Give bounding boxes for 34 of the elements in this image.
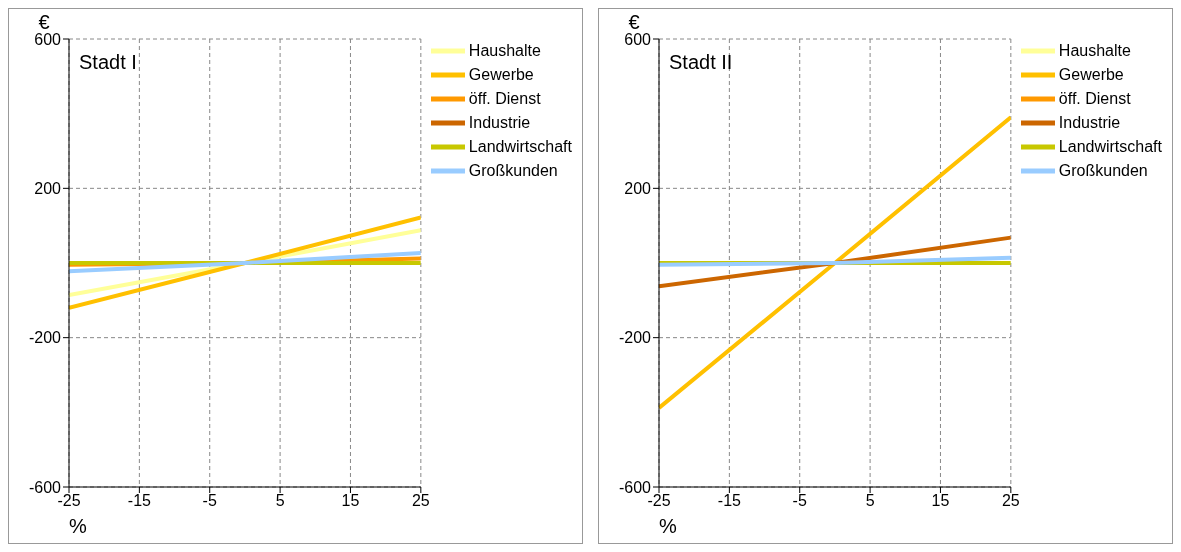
y-axis-title: €	[628, 11, 640, 33]
x-tick-label: 5	[275, 492, 285, 510]
x-tick-label: 25	[1001, 492, 1020, 510]
y-axis-title: €	[38, 11, 50, 33]
legend-label: Landwirtschaft	[1058, 137, 1162, 157]
y-tick-label: 600	[34, 30, 62, 48]
legend-label: Industrie	[468, 113, 531, 133]
x-axis-title: %	[69, 515, 87, 537]
legend-label: Haushalte	[468, 41, 541, 61]
x-tick-label: -5	[792, 492, 807, 510]
legend-label: Landwirtschaft	[468, 137, 572, 157]
x-tick-label: -15	[127, 492, 152, 510]
legend-label: Industrie	[1058, 113, 1121, 133]
x-tick-label: -15	[717, 492, 742, 510]
text: Stadt II	[669, 51, 733, 74]
y-tick-label: 200	[34, 180, 62, 198]
legend-label: öff. Dienst	[1058, 89, 1131, 109]
y-tick-label: -200	[28, 329, 62, 347]
y-tick-label: -200	[618, 329, 652, 347]
legend-label: Großkunden	[1058, 161, 1148, 181]
x-tick-label: 5	[865, 492, 875, 510]
legend-label: Gewerbe	[1058, 65, 1124, 85]
x-axis-title: %	[659, 515, 677, 537]
x-tick-label: 15	[931, 492, 950, 510]
text: Stadt I	[79, 51, 137, 74]
legend-label: Großkunden	[468, 161, 558, 181]
x-tick-label: 25	[411, 492, 430, 510]
y-tick-label: 200	[624, 180, 652, 198]
legend-label: Gewerbe	[468, 65, 534, 85]
x-tick-label: -5	[202, 492, 217, 510]
x-tick-label: 15	[341, 492, 360, 510]
legend-label: Haushalte	[1058, 41, 1131, 61]
y-tick-label: 600	[624, 30, 652, 48]
legend-label: öff. Dienst	[468, 89, 541, 109]
